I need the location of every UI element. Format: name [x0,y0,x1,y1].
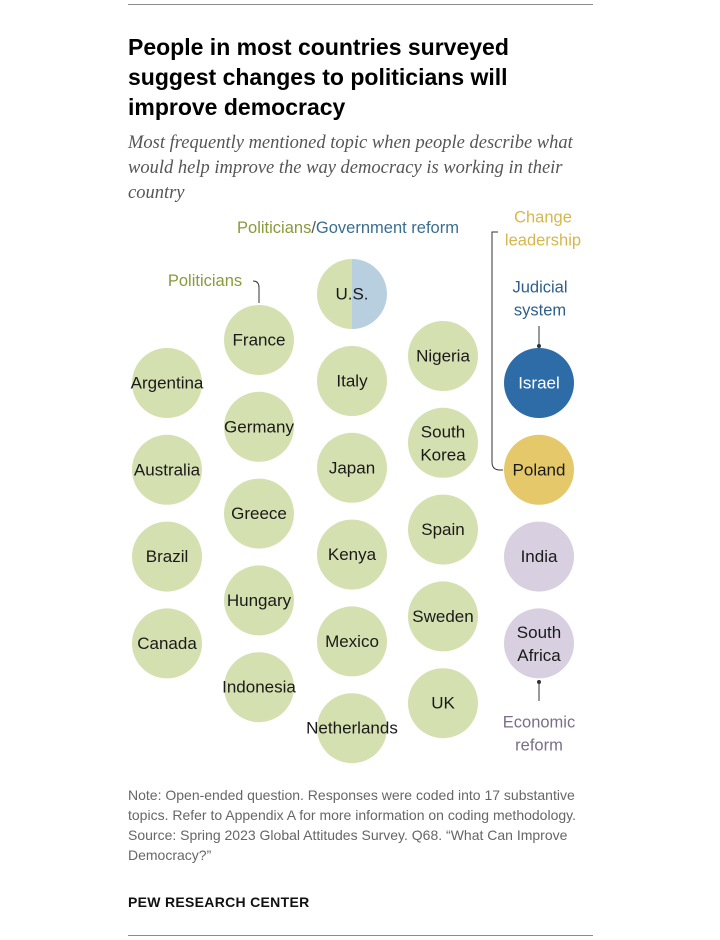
category-label-politicians: Politicians [168,272,242,290]
bubble-u-s-left-half [317,259,352,329]
bubble-poland [504,434,574,505]
bubble-u-s-right-half [352,259,387,329]
bubble-uk [408,668,478,739]
bubble-italy [317,346,387,416]
brand-name: PEW RESEARCH CENTER [128,894,310,910]
label-brazil: Brazil [146,547,189,566]
label-australia: Australia [134,460,201,479]
label-italy: Italy [336,372,368,391]
note-text: Note: Open-ended question. Responses wer… [128,787,576,823]
label-kenya: Kenya [328,545,377,564]
bottom-rule [128,935,593,936]
label-south-korea: South Korea [420,422,466,464]
label-uk: UK [431,694,455,713]
label-netherlands: Netherlands [306,719,398,738]
bubble-canada [132,608,202,679]
leader-line-politicians [252,280,260,303]
leader-dot-judicial-system [537,344,541,348]
label-hungary: Hungary [227,591,292,610]
category-label-judicial-system: Judicial system [512,279,567,320]
label-nigeria: Nigeria [416,347,470,366]
bubble-indonesia [224,652,294,723]
category-label-politicians-government-reform: Politicians/Government reform [237,219,459,237]
bubble-mexico [317,606,387,677]
label-u-s: U.S. [335,285,368,304]
label-germany: Germany [224,417,294,436]
bubble-india [504,521,574,592]
label-france: France [233,331,286,350]
label-mexico: Mexico [325,632,379,651]
source-text: Source: Spring 2023 Global Attitudes Sur… [128,827,568,863]
bubble-brazil [132,521,202,592]
leader-dot-economic-reform [537,680,541,684]
bubble-israel [504,348,574,418]
category-label-change-leadership: Change leadership [505,209,581,250]
bubble-sweden [408,581,478,652]
bubble-spain [408,494,478,565]
leader-line-change-leadership [491,231,503,471]
category-label-economic-reform: Economic reform [503,714,575,755]
label-indonesia: Indonesia [222,678,296,697]
bubble-netherlands [317,693,387,764]
bubble-greece [224,478,294,549]
chart-subtitle: Most frequently mentioned topic when peo… [128,133,573,203]
bubble-france [224,305,294,375]
label-poland: Poland [513,460,566,479]
bubble-japan [317,432,387,503]
chart-title: People in most countries surveyed sugges… [128,34,509,120]
bubble-germany [224,391,294,462]
label-india: India [521,547,558,566]
bubble-south-korea [408,407,478,478]
label-israel: Israel [518,374,560,393]
label-greece: Greece [231,504,287,523]
footnote: Note: Open-ended question. Responses wer… [128,785,598,865]
bubble-chart: Argentina Australia Brazil Canada France Germ… [131,209,581,764]
label-japan: Japan [329,458,375,477]
bubble-australia [132,434,202,505]
top-rule [128,4,593,5]
bubble-argentina [132,348,202,418]
label-argentina: Argentina [131,374,204,393]
label-sweden: Sweden [412,607,473,626]
label-spain: Spain [421,520,464,539]
bubble-nigeria [408,321,478,391]
label-canada: Canada [137,634,197,653]
bubble-kenya [317,519,387,590]
bubble-south-africa [504,608,574,679]
bubble-hungary [224,565,294,636]
label-south-africa: South Africa [517,622,561,664]
